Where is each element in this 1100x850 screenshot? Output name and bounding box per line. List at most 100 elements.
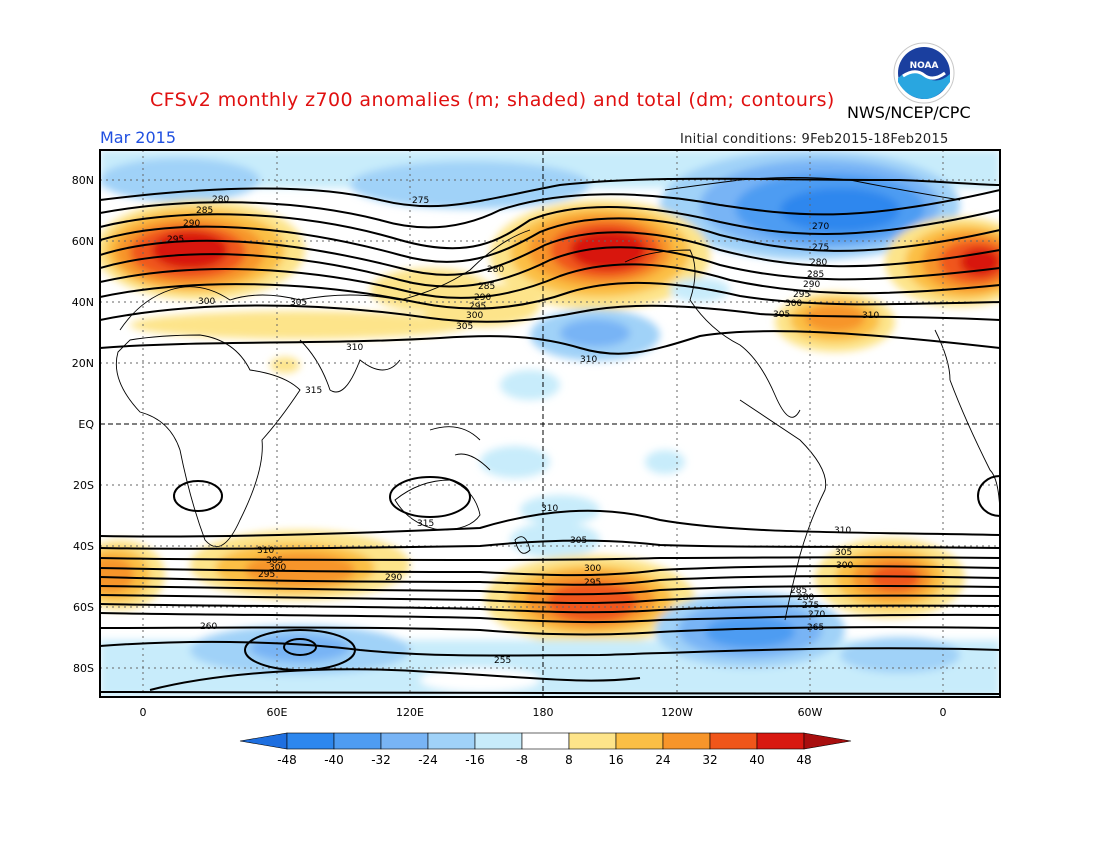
lat-label: 40S xyxy=(73,540,94,553)
colorbar-swatch xyxy=(427,732,476,750)
contour-label: 290 xyxy=(183,219,200,229)
contour-label: 265 xyxy=(807,623,824,633)
colorbar-tick-label: -40 xyxy=(324,753,344,767)
lon-label: 180 xyxy=(533,706,554,719)
lat-label: 20N xyxy=(72,357,94,370)
initial-conditions-label: Initial conditions: 9Feb2015-18Feb2015 xyxy=(680,132,949,147)
lat-label: 60N xyxy=(72,235,94,248)
contour-label: 300 xyxy=(269,563,286,573)
colorbar-extend-low xyxy=(239,732,288,750)
contour-label: 270 xyxy=(808,610,825,620)
closed-contours xyxy=(173,475,1000,671)
contour-label: 315 xyxy=(305,386,322,396)
colorbar-swatch xyxy=(333,732,382,750)
contour-label: 300 xyxy=(836,561,853,571)
lon-label: 60E xyxy=(267,706,288,719)
contour-label: 295 xyxy=(167,235,184,245)
colorbar-tick-label: 24 xyxy=(655,753,670,767)
colorbar-tick-label: 8 xyxy=(565,753,573,767)
contour-label: 280 xyxy=(797,593,814,603)
colorbar-extend-high xyxy=(803,732,852,750)
chart-title: CFSv2 monthly z700 anomalies (m; shaded)… xyxy=(150,89,835,111)
contour-label: 295 xyxy=(469,302,486,312)
shading-layer xyxy=(100,150,1000,697)
contour-label: 310 xyxy=(346,343,363,353)
noaa-logo: NOAA xyxy=(893,42,955,104)
contour-label: 280 xyxy=(212,195,229,205)
contour-label: 305 xyxy=(570,536,587,546)
contour-label: 300 xyxy=(785,299,802,309)
contour-label: 305 xyxy=(835,548,852,558)
colorbar-swatch xyxy=(756,732,805,750)
colorbar-swatch xyxy=(662,732,711,750)
contour-label: 295 xyxy=(793,290,810,300)
contour-label: 310 xyxy=(834,526,851,536)
contour-label: 285 xyxy=(196,206,213,216)
lat-label: 60S xyxy=(73,601,94,614)
contour-label: 305 xyxy=(773,310,790,320)
contour-label: 305 xyxy=(456,322,473,332)
contour-label: 275 xyxy=(812,243,829,253)
colorbar: -48 -40 -32 -24 -16 -8 8 16 24 32 40 48 xyxy=(239,732,852,767)
contour-label: 280 xyxy=(810,258,827,268)
contour-label: 255 xyxy=(494,656,511,666)
contour-label: 300 xyxy=(466,311,483,321)
lon-label: 60W xyxy=(798,706,823,719)
colorbar-tick-label: -48 xyxy=(277,753,297,767)
contour-label: 285 xyxy=(790,586,807,596)
colorbar-swatch xyxy=(380,732,429,750)
longitude-axis: 0 60E 120E 180 120W 60W 0 xyxy=(140,706,947,719)
colorbar-swatch xyxy=(521,732,570,750)
contour-label: 275 xyxy=(412,196,429,206)
lon-label: 120W xyxy=(661,706,693,719)
latitude-axis: 80N 60N 40N 20N EQ 20S 40S 60S 80S xyxy=(72,174,95,675)
contour-label-group: 280 285 290 295 300 305 310 315 275 280 … xyxy=(167,195,879,396)
lon-label: 0 xyxy=(940,706,947,719)
lat-label: 20S xyxy=(73,479,94,492)
contour-label: 295 xyxy=(584,578,601,588)
contour-label: 305 xyxy=(266,556,283,566)
logo-text: NOAA xyxy=(910,61,939,71)
contour-label: 310 xyxy=(257,546,274,556)
lat-label: 40N xyxy=(72,296,94,309)
colorbar-tick-label: 16 xyxy=(608,753,623,767)
colorbar-swatch xyxy=(474,732,523,750)
nh-contours xyxy=(100,177,1000,355)
contour-label: 310 xyxy=(862,311,879,321)
colorbar-tick-label: -16 xyxy=(465,753,485,767)
colorbar-tick-label: -32 xyxy=(371,753,391,767)
colorbar-swatch xyxy=(709,732,758,750)
contour-label: 285 xyxy=(807,270,824,280)
contour-label: 310 xyxy=(541,504,558,514)
lat-label: EQ xyxy=(78,418,94,431)
colorbar-tick-label: -24 xyxy=(418,753,438,767)
agency-label: NWS/NCEP/CPC xyxy=(847,103,971,122)
coastlines xyxy=(115,177,1000,621)
colorbar-tick-label: -8 xyxy=(516,753,528,767)
contour-label: 310 xyxy=(580,355,597,365)
contour-label: 315 xyxy=(417,519,434,529)
contour-label: 280 xyxy=(487,265,504,275)
contour-label: 285 xyxy=(478,282,495,292)
valid-month-label: Mar 2015 xyxy=(100,128,176,147)
map-frame xyxy=(99,149,1001,698)
contour-label: 290 xyxy=(385,573,402,583)
colorbar-tick-label: 48 xyxy=(796,753,811,767)
contour-label: 290 xyxy=(474,293,491,303)
contour-label: 300 xyxy=(584,564,601,574)
lon-label: 0 xyxy=(140,706,147,719)
graticule xyxy=(100,150,1000,697)
lon-label: 120E xyxy=(396,706,424,719)
contour-label: 290 xyxy=(803,280,820,290)
lat-label: 80N xyxy=(72,174,94,187)
colorbar-swatch xyxy=(615,732,664,750)
colorbar-swatch xyxy=(568,732,617,750)
contour-label: 270 xyxy=(812,222,829,232)
contour-label: 295 xyxy=(258,570,275,580)
contour-label: 300 xyxy=(198,297,215,307)
contour-label: 305 xyxy=(290,298,307,308)
contour-label: 275 xyxy=(802,601,819,611)
contour-label: 260 xyxy=(200,622,217,632)
colorbar-tick-label: 32 xyxy=(702,753,717,767)
